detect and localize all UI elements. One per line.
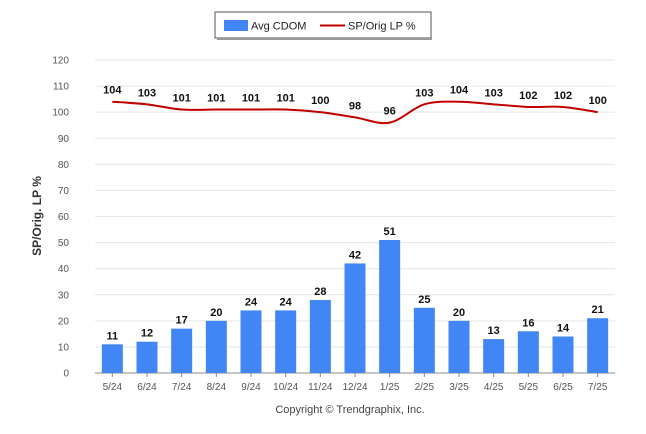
bar: [552, 336, 574, 373]
bar: [136, 341, 158, 373]
line-value-label: 104: [450, 85, 469, 97]
x-tick-label: 5/24: [103, 382, 123, 393]
y-tick-label: 0: [63, 369, 69, 380]
line-value-label: 103: [484, 87, 502, 99]
y-tick-label: 70: [58, 186, 70, 197]
bar-value-label: 11: [107, 330, 119, 342]
y-tick-label: 120: [52, 56, 69, 67]
x-tick-label: 12/24: [342, 382, 367, 393]
line-value-label: 103: [138, 87, 156, 99]
bar: [448, 320, 470, 373]
line-value-label: 104: [103, 85, 122, 97]
legend-label-sp-orig-lp: SP/Orig LP %: [348, 21, 416, 33]
x-tick-label: 9/24: [241, 382, 261, 393]
line-value-label: 103: [415, 87, 433, 99]
line-value-label: 96: [384, 106, 396, 118]
bar-value-label: 14: [557, 322, 570, 334]
x-tick-label: 6/24: [137, 382, 157, 393]
bar-series-avg-cdom: [101, 239, 609, 373]
x-tick-label: 8/24: [207, 382, 227, 393]
y-tick-label: 30: [58, 290, 70, 301]
y-tick-label: 40: [58, 264, 70, 275]
line-data-labels: 104 103 101 101 101 101 100 98 96 103 104 103 102 102…: [103, 85, 607, 118]
bar: [101, 344, 123, 373]
bar-data-labels: 11 12 17 20 24 24 28 42 51 25 20 13 16 14 21: [107, 226, 604, 342]
bar-value-label: 24: [280, 296, 293, 308]
line-value-label: 100: [588, 95, 606, 107]
gridlines: [95, 59, 615, 348]
line-series-sp-orig-lp: [112, 100, 598, 125]
x-tick-label: 1/25: [380, 382, 400, 393]
bar-value-label: 42: [349, 249, 361, 261]
y-tick-label: 60: [58, 212, 70, 223]
bar-value-label: 20: [453, 307, 465, 319]
x-tick-label: 6/25: [553, 382, 573, 393]
line-value-label: 101: [242, 93, 260, 105]
line-value-label: 101: [207, 93, 225, 105]
bar-value-label: 20: [210, 307, 222, 319]
line-value-label: 100: [311, 95, 329, 107]
bar-value-label: 28: [314, 286, 326, 298]
bar: [171, 328, 193, 373]
y-tick-label: 80: [58, 160, 70, 171]
line-value-label: 102: [554, 90, 572, 102]
x-axis-ticks: 5/24 6/24 7/24 8/24 9/24 10/24 11/24 12/24 1/25 2…: [103, 373, 608, 393]
y-tick-label: 10: [58, 342, 70, 353]
y-tick-label: 110: [53, 82, 69, 93]
bar-value-label: 21: [592, 304, 604, 316]
bar-value-label: 16: [522, 317, 534, 329]
bar: [413, 307, 435, 373]
bar: [205, 320, 227, 373]
line-value-label: 102: [519, 90, 537, 102]
bar-value-label: 17: [176, 315, 188, 327]
legend-swatch-avg-cdom: [224, 20, 248, 31]
bar: [483, 339, 505, 373]
legend-label-avg-cdom: Avg CDOM: [251, 21, 306, 33]
x-tick-label: 5/25: [519, 382, 539, 393]
bar: [344, 263, 366, 373]
line-value-label: 101: [172, 93, 190, 105]
bar: [275, 310, 297, 373]
bar: [587, 318, 609, 373]
y-tick-label: 50: [58, 238, 70, 249]
bar: [309, 299, 331, 373]
legend: Avg CDOM SP/Orig LP %: [214, 11, 432, 40]
bar-value-label: 12: [141, 328, 153, 340]
y-axis-ticks: 0 10 20 30 40 50 60 70 80 90 100 110 120: [52, 56, 69, 380]
x-tick-label: 2/25: [415, 382, 435, 393]
bar-value-label: 51: [384, 226, 396, 238]
y-tick-label: 20: [58, 316, 70, 327]
x-tick-label: 10/24: [273, 382, 298, 393]
x-tick-label: 7/24: [172, 382, 192, 393]
bar-value-label: 25: [418, 294, 430, 306]
copyright-text: Copyright © Trendgraphix, Inc.: [275, 404, 424, 416]
x-tick-label: 4/25: [484, 382, 504, 393]
x-tick-label: 11/24: [308, 382, 333, 393]
y-tick-label: 90: [58, 134, 70, 145]
bar-value-label: 13: [488, 325, 500, 337]
bar-value-label: 24: [245, 296, 258, 308]
x-tick-label: 7/25: [588, 382, 608, 393]
bar: [379, 239, 401, 373]
x-tick-label: 3/25: [449, 382, 469, 393]
y-axis-label: SP/Orig. LP %: [30, 176, 44, 256]
sp-orig-lp-line: [112, 100, 598, 125]
line-value-label: 101: [276, 93, 294, 105]
bar: [240, 310, 262, 373]
bar: [517, 331, 539, 373]
line-value-label: 98: [349, 100, 361, 112]
y-tick-label: 100: [52, 108, 69, 119]
